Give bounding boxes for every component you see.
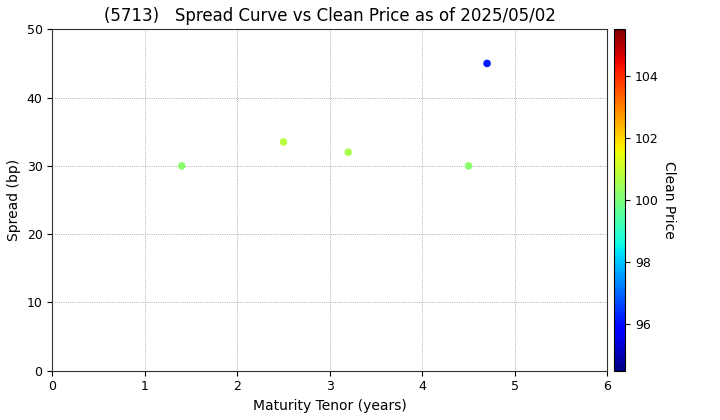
Point	[481, 60, 492, 67]
Point	[176, 163, 187, 169]
Point	[343, 149, 354, 155]
Y-axis label: Clean Price: Clean Price	[662, 161, 675, 239]
Y-axis label: Spread (bp): Spread (bp)	[7, 159, 21, 241]
Title: (5713)   Spread Curve vs Clean Price as of 2025/05/02: (5713) Spread Curve vs Clean Price as of…	[104, 7, 556, 25]
Point	[463, 163, 474, 169]
Point	[278, 139, 289, 145]
X-axis label: Maturity Tenor (years): Maturity Tenor (years)	[253, 399, 407, 413]
